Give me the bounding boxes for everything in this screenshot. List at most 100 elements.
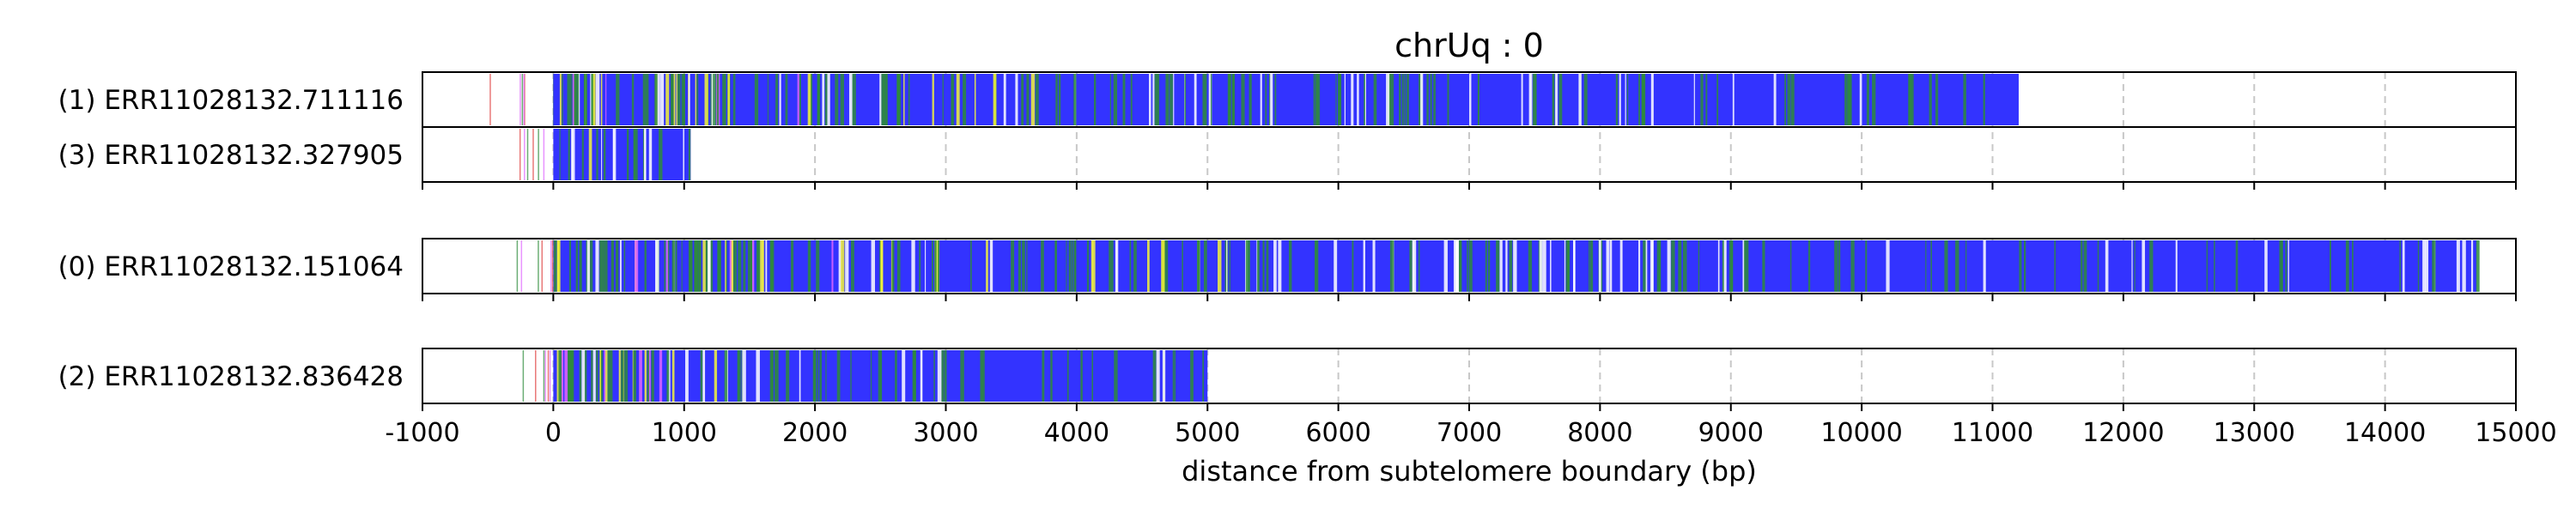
variant-stripe	[724, 74, 726, 125]
variant-stripe	[1152, 74, 1155, 125]
variant-stripe	[586, 240, 591, 292]
variant-stripe	[666, 350, 670, 402]
variant-stripe	[751, 240, 755, 292]
variant-stripe	[913, 350, 916, 402]
variant-stripe	[1091, 240, 1094, 292]
variant-stripe	[845, 240, 849, 292]
variant-stripe	[797, 74, 799, 125]
variant-stripe	[786, 350, 790, 402]
variant-stripe	[644, 350, 647, 402]
variant-stripe	[1401, 74, 1404, 125]
variant-stripe	[1182, 240, 1183, 292]
variant-stripe	[1513, 240, 1517, 292]
variant-stripe	[647, 350, 649, 402]
variant-stripe	[607, 350, 611, 402]
variant-stripe	[769, 240, 774, 292]
variant-stripe	[619, 240, 622, 292]
variant-stripe	[1115, 240, 1117, 292]
variant-mark	[551, 240, 554, 292]
variant-stripe	[584, 74, 587, 125]
variant-stripe	[1447, 74, 1449, 125]
variant-stripe	[939, 350, 942, 402]
variant-stripe	[1643, 240, 1646, 292]
variant-stripe	[850, 240, 854, 292]
variant-stripe	[696, 74, 699, 125]
variant-stripe	[816, 240, 820, 292]
variant-stripe	[1717, 240, 1720, 292]
variant-stripe	[1167, 74, 1170, 125]
variant-stripe	[1433, 74, 1436, 125]
variant-stripe	[1245, 240, 1249, 292]
variant-stripe	[659, 350, 663, 402]
variant-stripe	[1784, 74, 1787, 125]
variant-stripe	[1288, 240, 1292, 292]
variant-stripe	[1886, 240, 1890, 292]
variant-stripe	[1983, 74, 1985, 125]
variant-stripe	[970, 240, 972, 292]
variant-stripe	[809, 74, 813, 125]
variant-stripe	[556, 350, 560, 402]
variant-stripe	[769, 350, 773, 402]
variant-stripe	[1269, 74, 1273, 125]
variant-stripe	[571, 350, 574, 402]
variant-stripe	[676, 74, 677, 125]
variant-stripe	[1352, 240, 1354, 292]
variant-stripe	[1626, 74, 1629, 125]
variant-stripe	[1148, 74, 1151, 125]
variant-stripe	[1266, 240, 1269, 292]
variant-stripe	[579, 350, 582, 402]
variant-stripe	[568, 240, 572, 292]
variant-stripe	[1075, 240, 1077, 292]
variant-stripe	[716, 74, 720, 125]
variant-stripe	[1583, 74, 1588, 125]
variant-stripe	[1610, 240, 1613, 292]
variant-stripe	[591, 74, 595, 125]
variant-stripe	[1667, 240, 1671, 292]
variant-stripe	[681, 74, 685, 125]
variant-stripe	[1172, 350, 1175, 402]
variant-stripe	[568, 350, 571, 402]
variant-stripe	[1026, 240, 1028, 292]
x-tick-label: 5000	[1175, 418, 1240, 448]
variant-stripe	[1093, 74, 1097, 125]
variant-stripe	[1705, 74, 1708, 125]
variant-stripe	[1555, 74, 1558, 125]
variant-stripe	[942, 74, 944, 125]
variant-stripe	[605, 350, 608, 402]
variant-stripe	[559, 74, 562, 125]
variant-stripe	[827, 74, 830, 125]
variant-mark	[524, 129, 526, 180]
variant-stripe	[642, 74, 646, 125]
variant-stripe	[659, 129, 663, 180]
variant-stripe	[880, 240, 884, 292]
variant-stripe	[1787, 74, 1791, 125]
variant-stripe	[665, 74, 670, 125]
variant-stripe	[2345, 240, 2349, 292]
variant-stripe	[1227, 74, 1231, 125]
variant-stripe	[560, 350, 563, 402]
variant-stripe	[1930, 240, 1932, 292]
variant-stripe	[790, 240, 794, 292]
variant-stripe	[1208, 74, 1212, 125]
variant-stripe	[822, 74, 825, 125]
variant-stripe	[1313, 74, 1315, 125]
variant-stripe	[702, 350, 704, 402]
variant-stripe	[1042, 350, 1045, 402]
variant-stripe	[1152, 350, 1157, 402]
variant-stripe	[1115, 240, 1119, 292]
variant-stripe	[799, 74, 801, 125]
variant-stripe	[1944, 240, 1948, 292]
variant-stripe	[2134, 240, 2136, 292]
variant-stripe	[831, 240, 834, 292]
variant-stripe	[648, 129, 653, 180]
variant-stripe	[564, 350, 568, 402]
variant-stripe	[605, 240, 608, 292]
variant-stripe	[1698, 240, 1700, 292]
variant-stripe	[1457, 240, 1461, 292]
variant-stripe	[609, 350, 613, 402]
variant-stripe	[1453, 240, 1457, 292]
variant-stripe	[1409, 240, 1413, 292]
variant-stripe	[1573, 240, 1576, 292]
variant-stripe	[1035, 74, 1039, 125]
variant-stripe	[588, 129, 592, 180]
